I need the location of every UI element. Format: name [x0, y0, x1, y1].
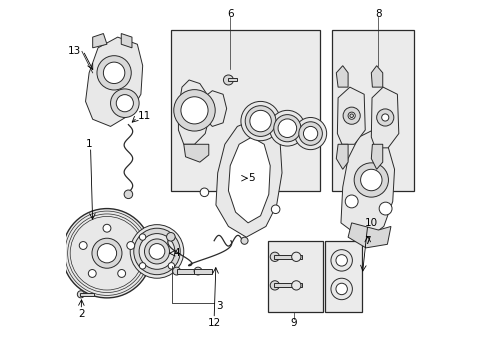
Circle shape [335, 255, 346, 266]
Polygon shape [336, 144, 347, 169]
Circle shape [181, 97, 207, 124]
Circle shape [330, 278, 352, 300]
Bar [176, 269, 194, 274]
Bar [331, 30, 413, 191]
Circle shape [134, 228, 180, 275]
Circle shape [270, 281, 279, 290]
Polygon shape [121, 33, 132, 48]
Polygon shape [340, 130, 394, 237]
Circle shape [110, 89, 139, 117]
Polygon shape [85, 37, 142, 126]
Circle shape [144, 239, 169, 264]
Circle shape [241, 237, 247, 244]
Circle shape [381, 114, 388, 121]
Polygon shape [370, 66, 382, 87]
Bar [227, 78, 236, 81]
Circle shape [139, 234, 145, 240]
Circle shape [249, 111, 271, 132]
Text: 12: 12 [207, 318, 220, 328]
Text: 2: 2 [78, 309, 84, 319]
Polygon shape [216, 119, 282, 237]
Polygon shape [93, 33, 107, 48]
Circle shape [103, 62, 124, 84]
Circle shape [273, 114, 300, 142]
Text: 11: 11 [138, 111, 151, 121]
Circle shape [126, 242, 134, 249]
Circle shape [291, 281, 300, 290]
Circle shape [270, 252, 279, 261]
Circle shape [168, 234, 174, 240]
Bar [267, 241, 323, 312]
Text: 10: 10 [364, 218, 377, 228]
Polygon shape [336, 66, 347, 87]
Circle shape [330, 249, 352, 271]
Text: 13: 13 [68, 46, 81, 57]
Text: 9: 9 [290, 318, 297, 328]
Text: 1: 1 [85, 139, 92, 149]
Circle shape [130, 225, 183, 278]
Text: 4: 4 [173, 248, 180, 258]
Circle shape [77, 291, 84, 298]
Circle shape [335, 283, 346, 295]
Circle shape [271, 205, 279, 213]
Polygon shape [370, 144, 382, 169]
Circle shape [79, 242, 87, 249]
Circle shape [166, 233, 175, 241]
Polygon shape [203, 91, 226, 126]
Text: 7: 7 [364, 237, 370, 247]
Circle shape [294, 117, 326, 150]
Circle shape [360, 169, 381, 191]
Text: 6: 6 [226, 9, 233, 19]
Circle shape [298, 122, 322, 145]
Circle shape [149, 244, 164, 259]
Circle shape [252, 125, 260, 133]
Bar [324, 241, 362, 312]
Polygon shape [183, 144, 208, 162]
Circle shape [172, 267, 180, 275]
Bar [171, 30, 319, 191]
Polygon shape [228, 137, 270, 223]
Polygon shape [337, 87, 365, 144]
Circle shape [200, 188, 208, 197]
Circle shape [194, 267, 202, 275]
Polygon shape [178, 80, 210, 144]
Circle shape [241, 102, 280, 141]
Circle shape [347, 112, 354, 119]
Bar [194, 269, 212, 274]
Circle shape [92, 238, 122, 268]
Circle shape [118, 270, 125, 278]
Circle shape [291, 252, 300, 261]
Polygon shape [347, 223, 390, 248]
Circle shape [378, 202, 391, 215]
Circle shape [244, 106, 275, 136]
Bar [273, 255, 302, 258]
Polygon shape [370, 87, 398, 148]
Circle shape [103, 224, 111, 232]
Circle shape [376, 109, 393, 126]
Circle shape [139, 263, 145, 269]
Circle shape [278, 119, 296, 138]
Circle shape [223, 75, 233, 85]
Circle shape [97, 244, 116, 263]
Circle shape [116, 95, 133, 112]
Circle shape [168, 263, 174, 269]
Circle shape [97, 56, 131, 90]
Text: 3: 3 [216, 301, 223, 311]
Circle shape [173, 90, 215, 131]
Circle shape [269, 111, 305, 146]
Circle shape [345, 195, 357, 208]
Bar [273, 283, 302, 287]
Bar [80, 293, 94, 296]
Circle shape [349, 114, 353, 117]
Circle shape [62, 208, 151, 298]
Circle shape [124, 190, 132, 199]
Text: 8: 8 [374, 9, 381, 19]
Circle shape [353, 163, 387, 197]
Circle shape [139, 234, 175, 269]
Circle shape [303, 126, 317, 141]
Circle shape [343, 107, 360, 124]
Text: 5: 5 [248, 173, 254, 183]
Circle shape [88, 270, 96, 278]
